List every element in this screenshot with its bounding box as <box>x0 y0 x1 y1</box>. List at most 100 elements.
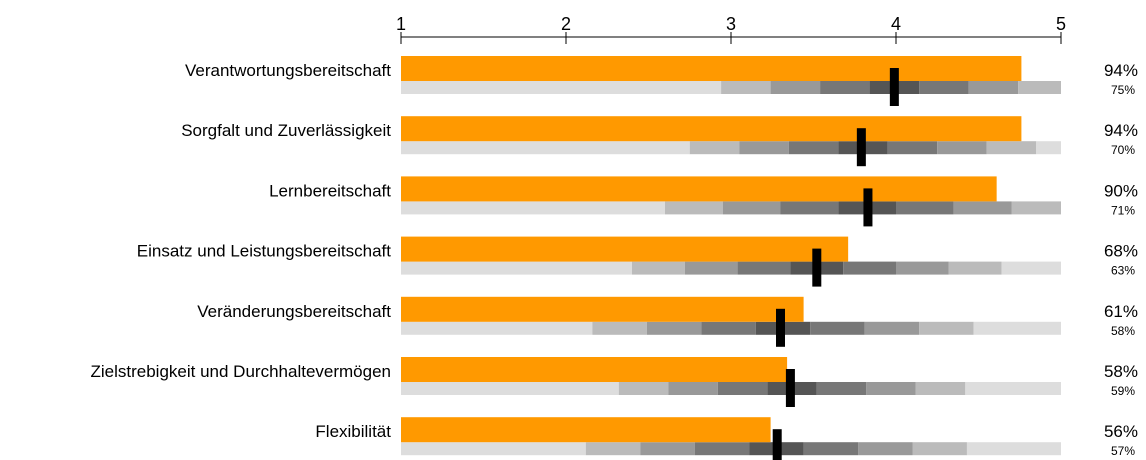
range-band <box>684 261 738 275</box>
range-band <box>401 201 665 215</box>
pct-main: 58% <box>1104 362 1138 381</box>
range-band <box>896 201 954 215</box>
value-bar <box>401 116 1022 142</box>
range-band <box>689 141 740 155</box>
pct-sub: 75% <box>1111 83 1135 97</box>
top-axis: 1 2 3 4 5 <box>396 14 1066 44</box>
range-band <box>646 321 702 335</box>
value-bar <box>401 296 804 322</box>
range-band <box>1001 261 1061 275</box>
range-band <box>816 382 867 395</box>
target-marker <box>856 128 866 167</box>
value-bar <box>401 176 997 202</box>
range-band <box>401 442 586 456</box>
range-band <box>618 382 669 395</box>
value-bar <box>401 236 849 262</box>
range-band <box>1018 81 1061 94</box>
bullet-row: Verantwortungsbereitschaft 94% 75% <box>185 56 1138 106</box>
target-marker <box>863 188 873 227</box>
range-band <box>953 201 1012 215</box>
range-band <box>864 321 920 335</box>
range-band <box>803 442 859 456</box>
target-marker <box>812 248 822 287</box>
bullet-row: Flexibilität 56% 57% <box>315 417 1138 460</box>
row-label: Lernbereitschaft <box>269 181 391 200</box>
axis-tick-label: 5 <box>1056 14 1066 34</box>
axis-tick-label: 3 <box>726 14 736 34</box>
range-band <box>986 141 1037 155</box>
range-band <box>739 141 789 155</box>
range-band <box>820 81 870 94</box>
row-label: Sorgfalt und Zuverlässigkeit <box>181 121 391 140</box>
row-label: Zielstrebigkeit und Durchhaltevermögen <box>91 362 392 381</box>
axis-tick-label: 1 <box>396 14 406 34</box>
range-band <box>968 81 1019 94</box>
range-band <box>973 321 1061 335</box>
bullet-row: Zielstrebigkeit und Durchhaltevermögen 58… <box>91 357 1138 407</box>
range-band <box>788 141 839 155</box>
pct-main: 68% <box>1104 242 1138 261</box>
pct-main: 94% <box>1104 121 1138 140</box>
target-marker <box>785 369 795 407</box>
range-band <box>722 201 781 215</box>
range-band <box>770 81 821 94</box>
range-band <box>401 261 632 275</box>
pct-main: 56% <box>1104 422 1138 441</box>
range-band <box>919 81 969 94</box>
pct-main: 61% <box>1104 302 1138 321</box>
range-band <box>665 201 723 215</box>
range-band <box>843 261 896 275</box>
bullet-row: Sorgfalt und Zuverlässigkeit 94% 70% <box>181 116 1138 167</box>
range-band <box>585 442 641 456</box>
bullet-row: Einsatz und Leistungsbereitschaft 68% 63% <box>137 236 1138 287</box>
range-band <box>966 442 1061 456</box>
pct-sub: 59% <box>1111 384 1135 398</box>
range-band <box>640 442 695 456</box>
range-band <box>632 261 685 275</box>
axis-tick-label: 4 <box>891 14 901 34</box>
row-label: Veränderungsbereitschaft <box>197 302 391 321</box>
range-band <box>401 321 593 335</box>
range-band <box>401 141 690 155</box>
range-band <box>668 382 718 395</box>
row-label: Flexibilität <box>315 422 391 441</box>
range-band <box>937 141 987 155</box>
range-band <box>694 442 750 456</box>
range-band <box>965 382 1061 395</box>
pct-sub: 58% <box>1111 324 1135 338</box>
range-band <box>737 261 791 275</box>
range-band <box>1011 201 1061 215</box>
row-label: Verantwortungsbereitschaft <box>185 61 391 80</box>
target-marker <box>776 308 785 347</box>
target-marker <box>889 68 899 106</box>
value-bar <box>401 417 771 443</box>
range-band <box>887 141 938 155</box>
axis-tick-label: 2 <box>561 14 571 34</box>
value-bar <box>401 357 788 382</box>
range-band <box>1036 141 1061 155</box>
pct-main: 90% <box>1104 181 1138 200</box>
range-band <box>915 382 966 395</box>
range-band <box>810 321 865 335</box>
bullet-row: Lernbereitschaft 90% 71% <box>269 176 1138 227</box>
pct-sub: 57% <box>1111 444 1135 458</box>
range-band <box>592 321 647 335</box>
range-band <box>717 382 768 395</box>
range-band <box>896 261 949 275</box>
range-band <box>721 81 771 94</box>
pct-sub: 70% <box>1111 143 1135 157</box>
row-label: Einsatz und Leistungsbereitschaft <box>137 242 391 261</box>
range-band <box>858 442 913 456</box>
value-bar <box>401 56 1022 81</box>
pct-sub: 71% <box>1111 203 1135 217</box>
range-band <box>948 261 1002 275</box>
range-band <box>912 442 967 456</box>
range-band <box>780 201 839 215</box>
range-band <box>401 81 722 94</box>
range-band <box>701 321 756 335</box>
range-band <box>919 321 974 335</box>
bullet-row: Veränderungsbereitschaft 61% 58% <box>197 296 1138 347</box>
pct-sub: 63% <box>1111 264 1135 278</box>
range-band <box>401 382 619 395</box>
